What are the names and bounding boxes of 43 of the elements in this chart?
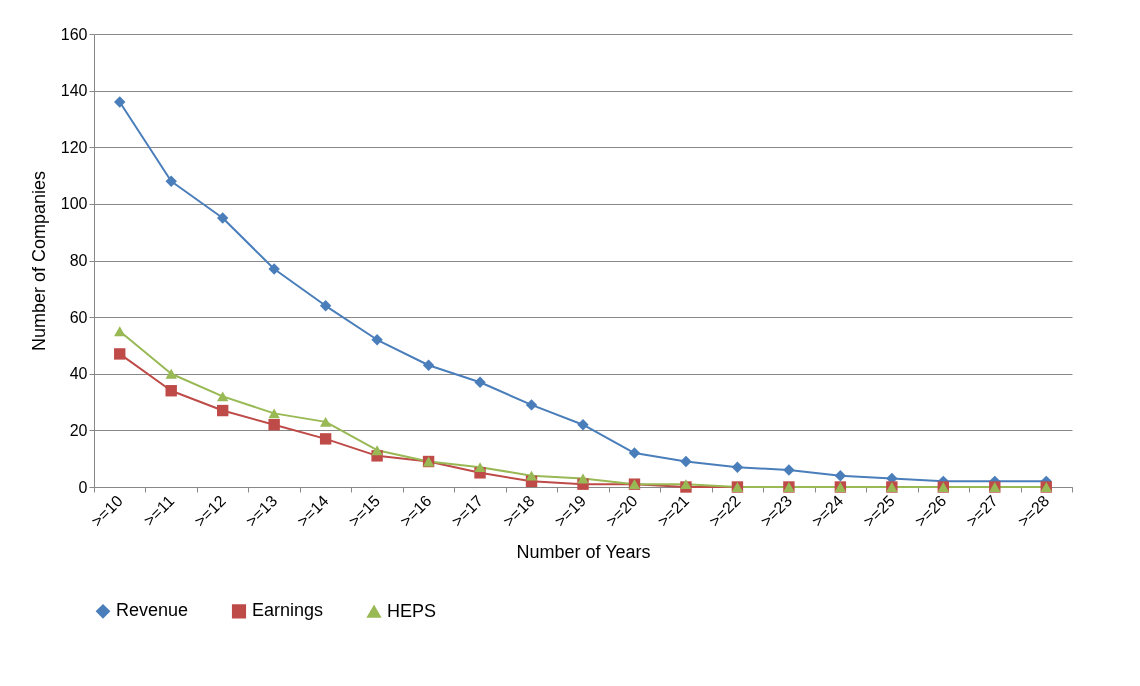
point (680, 455, 692, 468)
y-tick-label: 160 (60, 25, 88, 43)
point (319, 300, 332, 312)
point (577, 419, 589, 431)
point (422, 359, 435, 371)
point (474, 376, 486, 388)
y-tick-label: 140 (60, 82, 88, 100)
y-tick-label: 60 (69, 308, 88, 326)
point (319, 433, 332, 445)
point (834, 469, 847, 482)
point (268, 263, 280, 275)
y-tick-label: 100 (60, 195, 88, 213)
y-tick-label: 20 (69, 421, 88, 439)
y-tick-label: 0 (78, 478, 88, 496)
point (474, 462, 486, 473)
y-axis-title: Number of Companies (28, 170, 49, 352)
x-axis-title: Number of Years (516, 541, 651, 562)
point (628, 447, 641, 459)
point (165, 368, 177, 379)
point (216, 212, 229, 224)
point (114, 326, 126, 337)
legend-label: HEPS (387, 600, 437, 621)
legend-label: Earnings (252, 600, 324, 621)
point (114, 96, 126, 108)
point (577, 473, 589, 484)
point (268, 419, 280, 431)
point (165, 175, 177, 187)
y-tick-label: 80 (69, 252, 88, 269)
point (216, 404, 229, 417)
point (371, 445, 383, 456)
y-tick-label: 120 (60, 138, 88, 156)
point (114, 348, 126, 360)
y-tick-label: 40 (69, 365, 88, 383)
point (216, 391, 229, 402)
legend-label: Revenue (116, 600, 189, 621)
point (525, 470, 538, 481)
point (783, 464, 795, 476)
point (268, 408, 280, 419)
point (731, 461, 744, 473)
point (371, 334, 383, 346)
point (525, 399, 538, 411)
point (165, 385, 177, 397)
point (319, 416, 332, 427)
